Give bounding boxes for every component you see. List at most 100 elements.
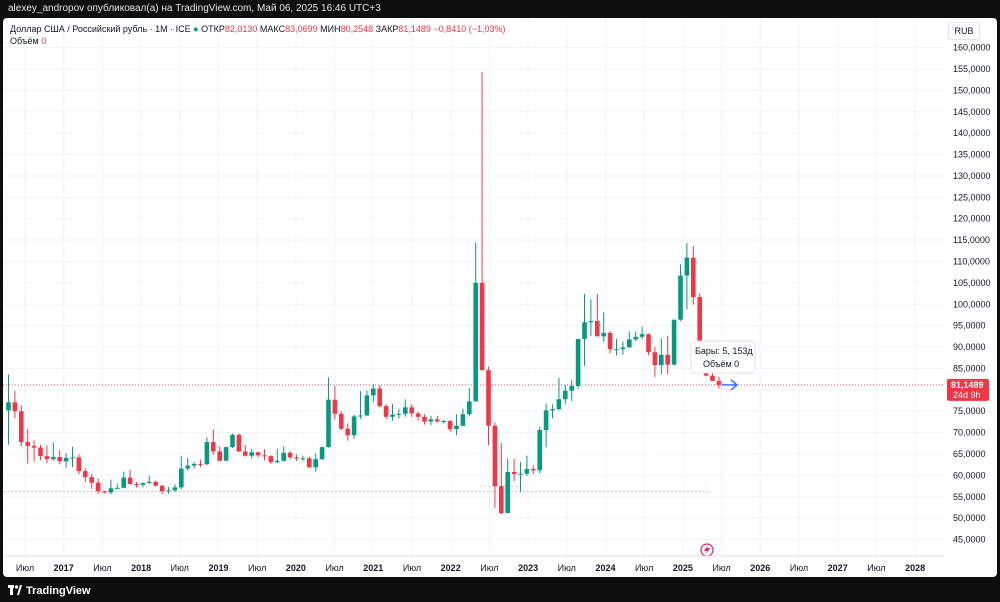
price-axis-label: 125,0000 (953, 192, 991, 202)
candle (44, 445, 50, 463)
low-label: МИН (320, 24, 341, 34)
candle-body (345, 428, 350, 436)
time-axis-label: 2025 (673, 563, 693, 573)
candle-body (307, 458, 312, 468)
time-axis: Июл 2017 Июл 2018 Июл 2019 Июл 2020 Июл 2021 Июл 20… (3, 555, 944, 573)
candle (326, 377, 331, 448)
candle-body (147, 481, 152, 484)
candle (236, 433, 242, 452)
candle-body (601, 332, 606, 337)
candle-body (710, 375, 715, 381)
candle (38, 445, 43, 460)
candle-body (678, 275, 683, 320)
candle-body (179, 468, 184, 488)
candle-body (390, 414, 395, 417)
candle-body (332, 399, 338, 414)
tradingview-logo[interactable]: TradingView (8, 585, 91, 598)
candle-body (505, 471, 510, 514)
projection-arrow (721, 379, 739, 391)
candle-body (652, 352, 658, 366)
candle-body (518, 473, 523, 475)
candle (230, 433, 235, 449)
candle-body (121, 477, 126, 488)
candle-body (102, 491, 107, 493)
candle-body (351, 416, 357, 436)
time-axis-label: Июл (248, 563, 266, 573)
candle-body (403, 407, 408, 414)
candles (6, 71, 722, 515)
time-axis-label: 2019 (208, 563, 228, 573)
time-axis-label: Июл (171, 563, 189, 573)
candle (159, 485, 165, 495)
candle (345, 423, 350, 441)
candle (358, 391, 363, 419)
price-axis-label: 140,0000 (953, 128, 991, 138)
candle-body (217, 451, 222, 461)
candle (486, 366, 491, 446)
candle-body (499, 486, 504, 514)
price-axis-label: 150,0000 (953, 85, 991, 95)
candle-body (63, 457, 69, 462)
candle-body (166, 490, 171, 492)
candle-body (300, 458, 306, 460)
candle-body (230, 434, 235, 448)
candle-body (531, 468, 536, 471)
volume-legend: Объём 0 (10, 36, 46, 46)
candle-body (249, 452, 254, 456)
candle (409, 404, 414, 418)
candle (454, 414, 459, 436)
candle-body (127, 477, 133, 484)
candle (377, 385, 382, 408)
price-axis-label: 155,0000 (953, 64, 991, 74)
candle (691, 246, 696, 305)
time-axis-label: Июл (558, 563, 576, 573)
price-axis-label: 45,0000 (953, 535, 986, 545)
candle-body (326, 399, 331, 448)
time-axis-label: 2017 (54, 563, 74, 573)
price-tag-box (947, 378, 989, 401)
tooltip-bars: Бары: 5, 153д (695, 346, 753, 356)
candle (678, 264, 683, 321)
currency-button[interactable]: RUB (948, 22, 980, 40)
candle-body (371, 388, 376, 396)
candle-body (211, 442, 216, 452)
price-axis-label: 130,0000 (953, 171, 991, 181)
candle-body (633, 336, 638, 340)
candle (108, 479, 114, 495)
candle-body (281, 452, 286, 461)
price-axis-label: 120,0000 (953, 214, 991, 224)
candle (300, 455, 306, 461)
candle-body (409, 407, 414, 414)
candle-body (255, 452, 261, 456)
candle-body (691, 257, 696, 298)
price-axis-label: 100,0000 (953, 299, 991, 309)
time-axis-label: 2024 (595, 563, 615, 573)
candle-body (268, 456, 274, 463)
price-axis-label: 50,0000 (953, 513, 986, 523)
candle-body (595, 320, 600, 337)
candle (287, 451, 293, 460)
open-value: 82,0130 (224, 24, 258, 34)
candle-body (31, 445, 37, 448)
candle (185, 457, 190, 471)
candle (83, 468, 88, 482)
candlestick-chart[interactable]: Бары: 5, 153д Объём 0 160,0000 155,0000 150,… (3, 18, 997, 577)
candle (307, 456, 312, 469)
chart-area[interactable]: Бары: 5, 153д Объём 0 160,0000 155,0000 150,… (3, 18, 997, 577)
candle-body (441, 421, 446, 423)
candle-body (19, 411, 24, 443)
candle (492, 422, 498, 508)
price-axis-label: 65,0000 (953, 449, 986, 459)
candle (460, 408, 466, 426)
candle (684, 243, 690, 310)
candle-body (697, 297, 702, 355)
tooltip-volume: Объём 0 (703, 359, 739, 369)
publication-header-text: alexey_andropov опубликовал(а) на Tradin… (8, 3, 381, 14)
candle-body (159, 485, 165, 492)
candle-body (140, 483, 146, 485)
high-value: 83,0699 (285, 24, 318, 34)
candle (435, 415, 440, 423)
candle (524, 455, 530, 476)
candle (204, 437, 210, 466)
